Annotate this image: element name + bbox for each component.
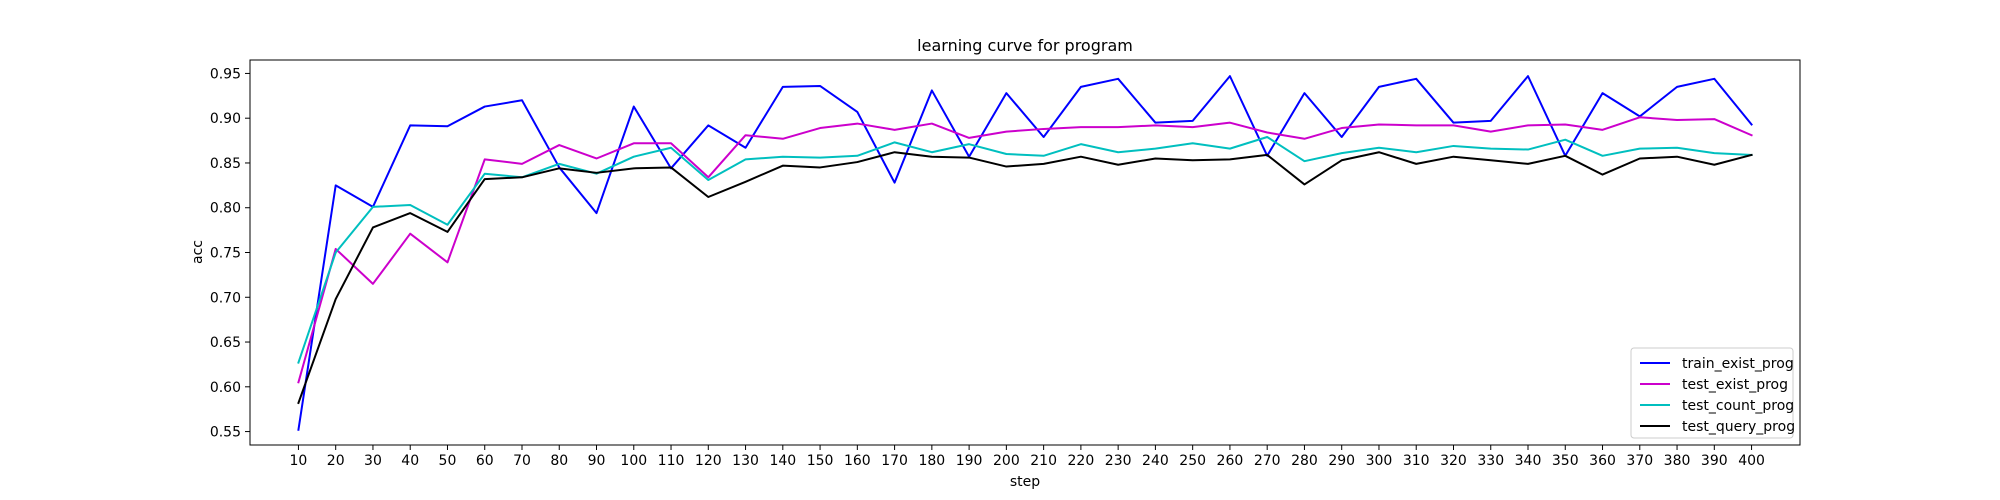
chart-title: learning curve for program <box>917 36 1133 55</box>
x-tick-label: 200 <box>993 453 1020 469</box>
series-line-test_count_prog <box>297 136 1753 364</box>
legend-label-train_exist_prog: train_exist_prog <box>1682 356 1794 372</box>
x-tick-label: 310 <box>1403 453 1430 469</box>
legend-label-test_count_prog: test_count_prog <box>1682 398 1794 414</box>
series-line-train_exist_prog <box>297 75 1753 431</box>
y-tick-label: 0.80 <box>210 201 241 217</box>
x-tick-label: 30 <box>364 453 382 469</box>
y-axis-label: acc <box>190 240 206 264</box>
x-tick-label: 160 <box>844 453 871 469</box>
x-tick-label: 390 <box>1701 453 1728 469</box>
x-tick-label: 50 <box>439 453 457 469</box>
x-tick-label: 250 <box>1179 453 1206 469</box>
x-tick-label: 110 <box>658 453 685 469</box>
y-tick-label: 0.95 <box>210 66 241 82</box>
legend-label-test_exist_prog: test_exist_prog <box>1682 377 1788 393</box>
x-tick-label: 10 <box>290 453 308 469</box>
x-tick-label: 140 <box>769 453 796 469</box>
y-tick-label: 0.85 <box>210 156 241 172</box>
legend: train_exist_prog test_exist_prog test_coun… <box>1630 347 1795 439</box>
legend-label-test_query_prog: test_query_prog <box>1682 419 1795 435</box>
x-tick-label: 60 <box>476 453 494 469</box>
x-tick-label: 230 <box>1105 453 1132 469</box>
y-tick-label: 0.60 <box>210 380 241 396</box>
y-tick-label: 0.70 <box>210 290 241 306</box>
x-tick-label: 130 <box>732 453 759 469</box>
y-tick-label: 0.90 <box>210 111 241 127</box>
x-tick-label: 260 <box>1217 453 1244 469</box>
x-tick-label: 280 <box>1291 453 1318 469</box>
plot-frame <box>249 59 1801 446</box>
x-tick-label: 270 <box>1254 453 1281 469</box>
x-axis-label: step <box>1010 474 1040 490</box>
x-tick-label: 350 <box>1552 453 1579 469</box>
x-tick-label: 340 <box>1515 453 1542 469</box>
x-tick-label: 120 <box>695 453 722 469</box>
x-tick-label: 150 <box>807 453 834 469</box>
x-tick-label: 100 <box>620 453 647 469</box>
y-tick-label: 0.65 <box>210 335 241 351</box>
x-tick-label: 70 <box>513 453 531 469</box>
x-tick-label: 360 <box>1589 453 1616 469</box>
x-tick-label: 300 <box>1366 453 1393 469</box>
y-tick-label: 0.75 <box>210 246 241 262</box>
x-tick-label: 240 <box>1142 453 1169 469</box>
x-tick-label: 380 <box>1664 453 1691 469</box>
x-tick-label: 180 <box>918 453 945 469</box>
x-tick-label: 320 <box>1440 453 1467 469</box>
x-tick-label: 190 <box>956 453 983 469</box>
series-line-test_exist_prog <box>297 116 1753 384</box>
x-tick-label: 170 <box>881 453 908 469</box>
legend-box <box>1630 347 1794 439</box>
x-tick-label: 40 <box>401 453 419 469</box>
x-tick-label: 210 <box>1030 453 1057 469</box>
x-tick-label: 370 <box>1626 453 1653 469</box>
x-tick-label: 330 <box>1477 453 1504 469</box>
x-tick-label: 220 <box>1068 453 1095 469</box>
x-tick-label: 20 <box>327 453 345 469</box>
x-tick-label: 80 <box>550 453 568 469</box>
y-axis: 0.55 0.60 0.65 0.70 0.75 0.80 0.85 0.90 0.95 <box>210 66 250 441</box>
x-tick-label: 290 <box>1328 453 1355 469</box>
x-tick-label: 90 <box>588 453 606 469</box>
plot-lines <box>297 75 1753 431</box>
x-axis: 10 20 30 40 50 60 70 80 90 100 110 120 130 140 150 160 1… <box>290 445 1765 469</box>
x-tick-label: 400 <box>1738 453 1765 469</box>
y-tick-label: 0.55 <box>210 425 241 441</box>
series-line-test_query_prog <box>297 151 1753 405</box>
